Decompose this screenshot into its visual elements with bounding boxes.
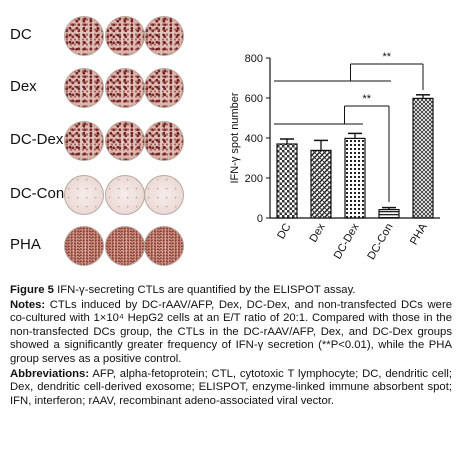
well-row: DC-Dex <box>0 117 184 169</box>
x-tick-label: Dex <box>307 221 327 244</box>
well-row: Dex <box>0 64 184 116</box>
x-tick-label: DC <box>275 221 293 241</box>
x-tick-label: DC-Dex <box>332 221 362 261</box>
y-tick-label: 600 <box>245 93 263 105</box>
elispot-well-image <box>105 16 145 56</box>
well-row-label: Dex <box>10 78 37 95</box>
well-row: PHA <box>0 222 184 274</box>
well-row: DC <box>0 12 184 64</box>
y-tick-label: 800 <box>245 53 263 65</box>
well-row-label: PHA <box>10 236 41 253</box>
figure-label: Figure 5 <box>10 284 54 296</box>
elispot-well-image <box>144 175 184 215</box>
elispot-well-image <box>105 175 145 215</box>
caption-title-line: Figure 5 IFN-γ-secreting CTLs are quanti… <box>10 284 452 298</box>
elispot-well-image <box>64 16 104 56</box>
abbreviations-text: AFP, alpha-fetoprotein; CTL, cytotoxic T… <box>10 367 453 407</box>
bar <box>310 149 332 219</box>
elispot-well-image <box>105 121 145 161</box>
elispot-well-image <box>64 121 104 161</box>
elispot-well-image <box>144 68 184 108</box>
elispot-well-image <box>144 226 184 266</box>
well-row-label: DC-Con <box>10 185 65 202</box>
bar <box>412 97 434 219</box>
elispot-well-image <box>105 68 145 108</box>
elispot-well-image <box>64 68 104 108</box>
abbreviations-label: Abbreviations: <box>10 367 90 380</box>
y-tick-label: 0 <box>257 213 263 225</box>
ifn-gamma-bar-chart: 0 200 400 600 800 IFN-γ spot number DC Dex DC-De… <box>229 51 440 262</box>
figure-title: IFN-γ-secreting CTLs are quantified by t… <box>57 284 356 296</box>
significance-label: ** <box>382 51 391 63</box>
elispot-well-image <box>105 226 145 266</box>
bar <box>378 209 400 219</box>
caption-notes: Notes: CTLs induced by DC-rAAV/AFP, Dex,… <box>10 299 452 367</box>
elispot-well-image <box>64 175 104 215</box>
well-row-label: DC <box>10 26 32 43</box>
notes-text: CTLs induced by DC-rAAV/AFP, Dex, DC-Dex… <box>10 298 452 365</box>
bar <box>344 137 366 219</box>
y-tick-label: 400 <box>245 133 263 145</box>
well-row-label: DC-Dex <box>10 131 64 148</box>
bar <box>276 143 298 219</box>
x-tick-label: PHA <box>408 221 430 247</box>
significance-label: ** <box>362 93 371 105</box>
elispot-well-image <box>64 226 104 266</box>
notes-label: Notes: <box>10 298 46 311</box>
y-axis-label: IFN-γ spot number <box>229 92 241 183</box>
caption-abbreviations: Abbreviations: AFP, alpha-fetoprotein; C… <box>10 368 452 409</box>
well-row: DC-Con <box>0 171 184 223</box>
x-tick-label: DC-Con <box>365 222 395 262</box>
figure-caption: Figure 5 IFN-γ-secreting CTLs are quanti… <box>10 284 452 409</box>
y-tick-label: 200 <box>245 173 263 185</box>
elispot-well-image <box>144 16 184 56</box>
elispot-well-image <box>144 121 184 161</box>
